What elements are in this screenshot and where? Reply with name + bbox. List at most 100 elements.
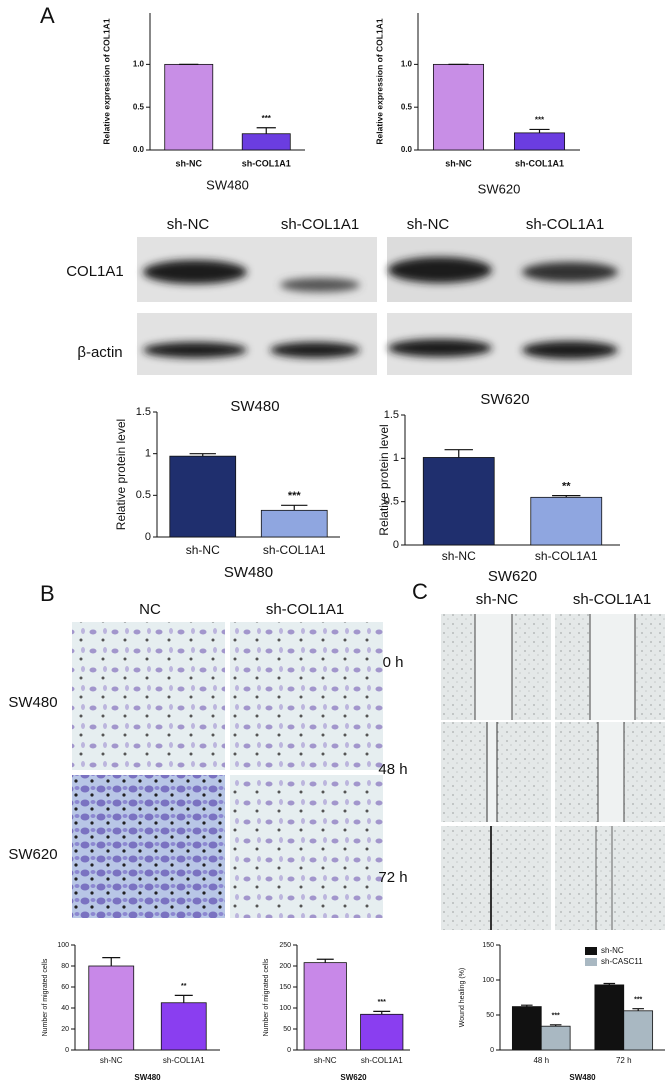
- bar: [623, 1010, 654, 1051]
- y-tick-label: 1: [393, 452, 399, 464]
- significance-label: ***: [378, 999, 386, 1006]
- micrograph: [230, 622, 383, 770]
- significance-label: ***: [552, 1013, 560, 1020]
- bar: [260, 509, 328, 538]
- x-tick-label: sh-COL1A1: [163, 1056, 205, 1065]
- x-axis-label: SW620: [478, 181, 521, 196]
- legend-swatch: [585, 958, 597, 966]
- error-bar: [552, 495, 581, 498]
- legend-label: sh-NC: [601, 946, 624, 955]
- error-bar: [189, 453, 216, 457]
- y-tick-label: 100: [279, 1005, 291, 1012]
- x-axis-label: SW620: [340, 1073, 367, 1082]
- error-bar: [373, 1010, 391, 1015]
- row-label: SW480: [8, 694, 57, 711]
- error-bar: [632, 1008, 644, 1011]
- panel-a: A sh-NC sh-COL1A1 sh-NC sh-COL1A1 COL1A1…: [40, 3, 632, 415]
- x-axis-label: SW620: [488, 568, 537, 585]
- x-tick-label: 72 h: [616, 1056, 632, 1065]
- y-tick-label: 150: [279, 984, 291, 991]
- bar: [169, 455, 237, 538]
- significance-label: ***: [535, 116, 545, 125]
- x-tick-label: sh-NC: [314, 1056, 337, 1065]
- panel-label: B: [40, 581, 55, 606]
- column-label: NC: [139, 601, 161, 618]
- y-tick-label: 150: [482, 942, 494, 949]
- y-axis-label: Relative protein level: [114, 419, 128, 530]
- significance-label: ***: [262, 114, 272, 123]
- chart: 0 50 100 150 200 250 Number of migrated cells S…: [263, 942, 410, 1082]
- bar: [432, 63, 485, 151]
- lane-label: sh-NC: [167, 216, 210, 233]
- significance-label: ***: [288, 490, 302, 502]
- y-axis-label: Number of migrated cells: [263, 958, 270, 1036]
- x-tick-label: sh-NC: [442, 549, 476, 563]
- bar: [241, 133, 291, 151]
- x-tick-label: sh-NC: [186, 543, 220, 557]
- error-bar: [529, 128, 550, 133]
- row-label: SW620: [8, 846, 57, 863]
- y-tick-label: 0.5: [401, 102, 413, 111]
- significance-label: **: [562, 481, 571, 493]
- significance-label: **: [181, 983, 187, 990]
- column-label: sh-NC: [476, 591, 519, 608]
- y-axis-label: Wound healing (%): [459, 968, 466, 1027]
- error-bar: [444, 449, 473, 458]
- y-axis-label: Number of migrated cells: [42, 958, 49, 1036]
- y-axis-label: Relative protein level: [377, 424, 391, 535]
- y-tick-label: 250: [279, 942, 291, 949]
- y-tick-label: 0: [287, 1047, 291, 1054]
- x-axis-label: SW480: [224, 564, 273, 581]
- row-label: 48 h: [378, 761, 407, 778]
- bar: [594, 984, 625, 1051]
- legend-swatch: [585, 947, 597, 955]
- y-axis-label: Relative expression of COL1A1: [374, 18, 384, 144]
- y-tick-label: 200: [279, 963, 291, 970]
- panel-c: C sh-NC sh-COL1A1 0 h 48 h 72 h: [378, 579, 665, 930]
- x-tick-label: sh-NC: [100, 1056, 123, 1065]
- chart: 0 0.5 1 1.5 Relative protein level SW620 ** sh-…: [377, 409, 620, 585]
- significance-label: ***: [634, 997, 642, 1004]
- chart: 0 0.5 1 1.5 Relative protein level SW480 *** sh…: [114, 406, 340, 581]
- y-tick-label: 0: [393, 539, 399, 551]
- error-bar: [521, 1004, 533, 1007]
- y-tick-label: 1.0: [133, 59, 145, 68]
- y-axis-label: Relative expression of COL1A1: [101, 18, 111, 144]
- chart: 0 20 40 60 80 100 Number of migrated cells SW48…: [42, 942, 220, 1082]
- protein-label: COL1A1: [66, 263, 124, 280]
- bar: [540, 1025, 571, 1051]
- wound-images: [441, 614, 665, 930]
- y-tick-label: 20: [61, 1026, 69, 1033]
- y-tick-label: 1: [145, 448, 151, 460]
- x-tick-label: sh-NC: [176, 158, 203, 168]
- bar: [160, 1002, 207, 1051]
- bar: [511, 1006, 542, 1051]
- panel-label: C: [412, 579, 428, 604]
- y-tick-label: 0.0: [133, 145, 145, 154]
- y-tick-label: 60: [61, 984, 69, 991]
- x-tick-label: sh-COL1A1: [535, 549, 598, 563]
- error-bar: [549, 1024, 562, 1027]
- error-bar: [316, 958, 334, 963]
- lane-label: sh-NC: [407, 216, 450, 233]
- row-label: 0 h: [383, 654, 404, 671]
- y-tick-label: 0.5: [136, 489, 151, 501]
- y-tick-label: 80: [61, 963, 69, 970]
- y-tick-label: 0.5: [384, 496, 399, 508]
- legend-label: sh-CASC11: [601, 957, 643, 966]
- x-tick-label: sh-COL1A1: [361, 1056, 403, 1065]
- error-bar: [281, 504, 308, 511]
- y-tick-label: 1.5: [384, 409, 399, 421]
- x-axis-label: SW480: [206, 177, 249, 192]
- protein-label: β-actin: [77, 344, 122, 361]
- chart: 0.0 0.5 1.0 Relative expression of COL1A1 SW…: [101, 13, 305, 192]
- x-tick-label: sh-NC: [445, 158, 472, 168]
- y-tick-label: 50: [283, 1026, 291, 1033]
- bar: [530, 496, 603, 546]
- y-tick-label: 100: [57, 942, 69, 949]
- bar: [360, 1013, 404, 1051]
- column-label: sh-COL1A1: [266, 601, 344, 618]
- micrograph: [230, 775, 383, 918]
- error-bar: [256, 127, 276, 134]
